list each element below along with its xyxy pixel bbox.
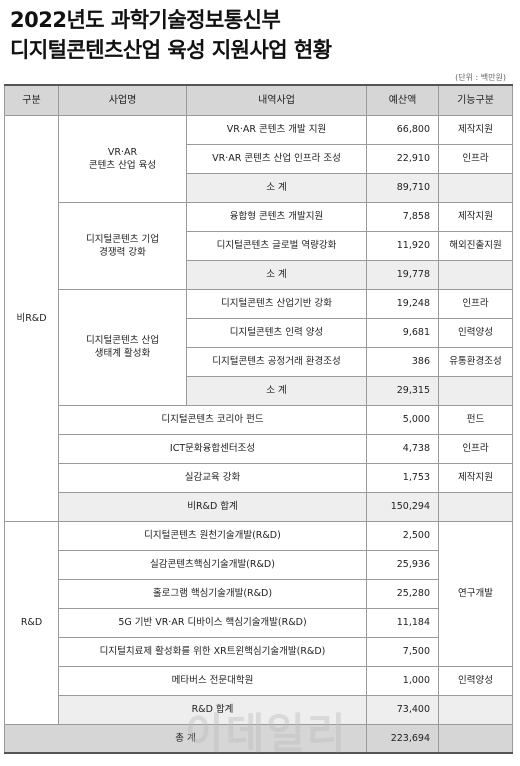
project-name: 실감콘텐츠핵심기술개발(R&D) [58, 549, 367, 580]
page-title-line1: 2022년도 과학기술정보통신부 [10, 8, 281, 32]
budget-amount: 66,800 [366, 114, 439, 145]
table-row: 실감콘텐츠핵심기술개발(R&D) 25,936 [5, 549, 513, 580]
subtotal-label: 소 계 [186, 375, 367, 406]
budget-amount: 4,738 [366, 433, 439, 464]
table-header-row: 구분 사업명 내역사업 예산액 기능구분 [4, 84, 513, 116]
subtotal-label: 소 계 [186, 172, 367, 203]
table-row: 5G 기반 VR·AR 디바이스 핵심기술개발(R&D) 11,184 [5, 607, 513, 638]
project-name: 디지털콘텐츠 원천기술개발(R&D) [58, 520, 367, 551]
project-name: ICT문화융합센터조성 [58, 433, 367, 464]
project-competitiveness: 디지털콘텐츠 기업 경쟁력 강화 [58, 201, 187, 290]
budget-amount: 1,753 [366, 462, 439, 493]
budget-amount: 19,248 [366, 288, 439, 319]
header-subproject: 내역사업 [186, 84, 367, 116]
budget-amount: 7,500 [366, 636, 439, 667]
unit-note: (단위 : 백만원) [455, 73, 506, 82]
subproject-name: 디지털콘텐츠 공정거래 환경조성 [186, 346, 367, 377]
budget-amount: 386 [366, 346, 439, 377]
subtotal-amount: 29,315 [366, 375, 439, 406]
table-row: 홀로그램 핵심기술개발(R&D) 25,280 [5, 578, 513, 609]
grand-total-label: 총 계 [4, 723, 367, 754]
function-type: 해외진출지원 [438, 230, 513, 261]
grand-total-function [438, 723, 513, 754]
subproject-name: 디지털콘텐츠 글로벌 역량강화 [186, 230, 367, 261]
function-type: 인프라 [438, 143, 513, 174]
header-budget: 예산액 [366, 84, 439, 116]
non-rd-total-amount: 150,294 [366, 491, 439, 522]
project-name: 디지털치료제 활성화를 위한 XR트윈핵심기술개발(R&D) [58, 636, 367, 667]
header-function: 기능구분 [438, 84, 513, 116]
table-row: 디지털치료제 활성화를 위한 XR트윈핵심기술개발(R&D) 7,500 [5, 636, 513, 667]
table-row: ICT문화융합센터조성 4,738 인프라 [5, 433, 513, 464]
table-row: 디지털콘텐츠 인력 양성 9,681 인력양성 [5, 317, 513, 348]
subproject-name: 디지털콘텐츠 인력 양성 [186, 317, 367, 348]
function-type [438, 491, 513, 522]
project-ecosystem: 디지털콘텐츠 산업 생태계 활성화 [58, 288, 187, 406]
budget-amount: 25,280 [366, 578, 439, 609]
project-name: 실감교육 강화 [58, 462, 367, 493]
function-type [438, 694, 513, 725]
budget-amount: 5,000 [366, 404, 439, 435]
subtotal-label: 소 계 [186, 259, 367, 290]
subtotal-amount: 89,710 [366, 172, 439, 203]
budget-amount: 2,500 [366, 520, 439, 551]
subproject-name: 융합형 콘텐츠 개발지원 [186, 201, 367, 232]
group-non-rd: 비R&D [4, 114, 59, 522]
function-type [438, 259, 513, 290]
function-type: 제작지원 [438, 114, 513, 145]
table-row: 디지털콘텐츠 공정거래 환경조성 386 유통환경조성 [5, 346, 513, 377]
rd-total-amount: 73,400 [366, 694, 439, 725]
function-type: 인프라 [438, 288, 513, 319]
budget-amount: 11,184 [366, 607, 439, 638]
function-type: 제작지원 [438, 462, 513, 493]
function-type: 인력양성 [438, 317, 513, 348]
grand-total-row: 총 계 223,694 [4, 723, 513, 754]
function-type [438, 375, 513, 406]
table-row: R&D 디지털콘텐츠 원천기술개발(R&D) 2,500 연구개발 [4, 520, 513, 725]
project-vr-ar: VR·AR 콘텐츠 산업 육성 [58, 114, 187, 203]
non-rd-total-label: 비R&D 합계 [58, 491, 367, 522]
rd-total-row: R&D 합계 73,400 [4, 694, 513, 725]
function-type: 펀드 [438, 404, 513, 435]
table-row: 메타버스 전문대학원 1,000 인력양성 [5, 665, 513, 696]
budget-amount: 9,681 [366, 317, 439, 348]
budget-amount: 1,000 [366, 665, 439, 696]
function-type: 유통환경조성 [438, 346, 513, 377]
budget-amount: 7,858 [366, 201, 439, 232]
function-type: 인프라 [438, 433, 513, 464]
budget-amount: 22,910 [366, 143, 439, 174]
project-name: 홀로그램 핵심기술개발(R&D) [58, 578, 367, 609]
budget-amount: 11,920 [366, 230, 439, 261]
project-name: 메타버스 전문대학원 [58, 665, 367, 696]
function-type-rd: 연구개발 [438, 520, 513, 667]
budget-amount: 25,936 [366, 549, 439, 580]
function-type: 제작지원 [438, 201, 513, 232]
subtotal-amount: 19,778 [366, 259, 439, 290]
subproject-name: 디지털콘텐츠 산업기반 강화 [186, 288, 367, 319]
subproject-name: VR·AR 콘텐츠 개발 지원 [186, 114, 367, 145]
budget-table: 구분 사업명 내역사업 예산액 기능구분 비R&D VR·AR 콘텐츠 산업 육… [4, 84, 513, 754]
function-type: 인력양성 [438, 665, 513, 696]
table-row: VR·AR 콘텐츠 산업 인프라 조성 22,910 인프라 [5, 143, 513, 174]
page-title-line2: 디지털콘텐츠산업 육성 지원사업 현황 [10, 38, 332, 62]
table-row: 디지털콘텐츠 코리아 펀드 5,000 펀드 [5, 404, 513, 435]
project-name: 5G 기반 VR·AR 디바이스 핵심기술개발(R&D) [58, 607, 367, 638]
grand-total-amount: 223,694 [366, 723, 439, 754]
rd-total-label: R&D 합계 [58, 694, 367, 725]
table-row: 디지털콘텐츠 기업 경쟁력 강화 융합형 콘텐츠 개발지원 7,858 제작지원 [5, 201, 513, 290]
project-name: 디지털콘텐츠 코리아 펀드 [58, 404, 367, 435]
header-project: 사업명 [58, 84, 187, 116]
subproject-name: VR·AR 콘텐츠 산업 인프라 조성 [186, 143, 367, 174]
table-row: 디지털콘텐츠 산업 생태계 활성화 디지털콘텐츠 산업기반 강화 19,248 … [5, 288, 513, 406]
function-type [438, 172, 513, 203]
table-row: 비R&D VR·AR 콘텐츠 산업 육성 VR·AR 콘텐츠 개발 지원 66,… [4, 114, 513, 522]
header-category: 구분 [4, 84, 59, 116]
table-row: 실감교육 강화 1,753 제작지원 [5, 462, 513, 493]
non-rd-total-row: 비R&D 합계 150,294 [4, 491, 513, 522]
group-rd: R&D [4, 520, 59, 725]
